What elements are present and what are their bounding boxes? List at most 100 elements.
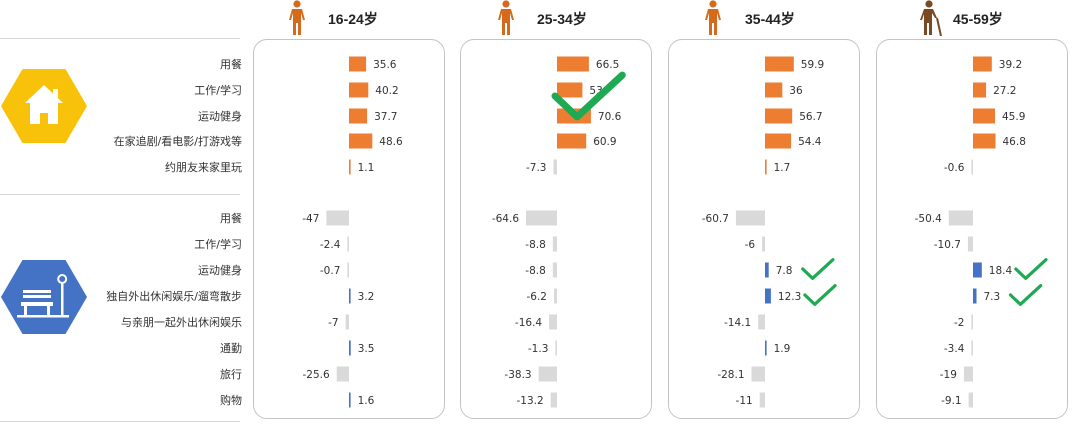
row-label-out-group-leisure: 与亲朋一起外出休闲娱乐 (121, 316, 242, 329)
bar-label-outside-g3-2: 18.4 (989, 265, 1013, 277)
bar-label-home-g2-4: 1.7 (774, 162, 791, 174)
bar-label-outside-g0-6: -25.6 (303, 369, 330, 381)
bar-label-outside-g0-3: 3.2 (358, 291, 375, 303)
row-label-out-dining: 用餐 (220, 212, 242, 225)
row-label-home-host-friends: 约朋友来家里玩 (165, 161, 242, 174)
bar-label-outside-g3-1: -10.7 (934, 239, 961, 251)
row-label-out-commute: 通勤 (220, 342, 242, 355)
bar-label-outside-g1-2: -8.8 (525, 265, 546, 277)
bar-outside-g1-0 (526, 210, 557, 226)
bar-label-home-g0-0: 35.6 (373, 59, 397, 71)
checkmark-icon (803, 284, 837, 306)
bar-label-outside-g1-7: -13.2 (517, 395, 544, 407)
bar-home-g2-3 (765, 133, 792, 149)
bar-outside-g3-5 (971, 340, 973, 356)
bar-outside-g1-3 (554, 288, 557, 304)
bar-home-g0-0 (349, 56, 367, 72)
bar-home-g2-0 (765, 56, 794, 72)
bar-label-outside-g1-5: -1.3 (528, 343, 549, 355)
bar-outside-g0-6 (336, 366, 349, 382)
bar-home-g0-3 (349, 133, 373, 149)
bar-label-outside-g1-1: -8.8 (525, 239, 546, 251)
bar-home-g3-4 (971, 159, 973, 175)
bar-label-outside-g2-4: -14.1 (724, 317, 751, 329)
bar-label-outside-g0-7: 1.6 (358, 395, 375, 407)
bar-label-outside-g2-3: 12.3 (778, 291, 801, 303)
bar-label-outside-g1-4: -16.4 (515, 317, 542, 329)
bar-outside-g0-2 (347, 262, 349, 278)
bar-outside-g0-1 (347, 236, 349, 252)
bar-label-home-g3-1: 27.2 (993, 85, 1016, 97)
bar-label-outside-g3-5: -3.4 (944, 343, 965, 355)
row-label-home-dining: 用餐 (220, 58, 242, 71)
section-separator (0, 194, 240, 195)
bar-outside-g1-5 (555, 340, 557, 356)
bar-home-g3-0 (973, 56, 992, 72)
bar-outside-g1-6 (538, 366, 557, 382)
bar-label-home-g3-2: 45.9 (1002, 111, 1025, 123)
bar-label-home-g3-0: 39.2 (999, 59, 1022, 71)
bar-label-home-g0-4: 1.1 (358, 162, 375, 174)
group-title-45-59: 45-59岁 (953, 11, 1003, 27)
bar-home-g2-2 (765, 108, 793, 124)
bar-label-outside-g2-0: -60.7 (702, 213, 729, 225)
bar-home-g3-2 (973, 108, 995, 124)
panel-25-34 (460, 39, 652, 419)
bar-home-g1-1 (557, 82, 583, 98)
bar-label-outside-g2-5: 1.9 (774, 343, 791, 355)
bar-label-outside-g1-3: -6.2 (527, 291, 548, 303)
checkmark-icon (1008, 284, 1043, 306)
panel-35-44 (668, 39, 860, 419)
row-label-home-fitness: 运动健身 (198, 110, 242, 123)
bar-outside-g3-3 (973, 288, 977, 304)
bar-label-outside-g1-6: -38.3 (504, 369, 531, 381)
bar-outside-g2-6 (751, 366, 765, 382)
bar-label-outside-g3-4: -2 (954, 317, 964, 329)
bar-outside-g1-4 (549, 314, 557, 330)
bar-outside-g1-7 (550, 392, 557, 408)
group-title-16-24: 16-24岁 (328, 11, 378, 27)
row-label-home-entertainment: 在家追剧/看电影/打游戏等 (113, 135, 242, 148)
bar-label-home-g2-1: 36 (789, 85, 803, 97)
group-title-25-34: 25-34岁 (537, 11, 587, 27)
bar-home-g2-1 (765, 82, 783, 98)
bar-outside-g3-2 (973, 262, 982, 278)
bar-outside-g0-4 (345, 314, 349, 330)
checkmark-icon (801, 258, 835, 280)
row-label-out-fitness: 运动健身 (198, 264, 242, 277)
row-label-out-work-study: 工作/学习 (194, 238, 242, 251)
bar-label-outside-g3-0: -50.4 (915, 213, 942, 225)
bar-label-home-g0-2: 37.7 (374, 111, 397, 123)
bar-label-outside-g0-4: -7 (328, 317, 338, 329)
bar-home-g3-1 (973, 82, 987, 98)
bar-outside-g2-3 (765, 288, 771, 304)
bar-label-outside-g2-1: -6 (745, 239, 756, 251)
bar-outside-g2-5 (765, 340, 767, 356)
bar-home-g2-4 (765, 159, 767, 175)
bar-label-home-g1-0: 66.5 (596, 59, 619, 71)
group-title-35-44: 35-44岁 (745, 11, 795, 27)
bar-home-g0-4 (349, 159, 351, 175)
bar-label-outside-g1-0: -64.6 (492, 213, 519, 225)
bar-outside-g0-3 (349, 288, 351, 304)
top-separator (0, 38, 240, 39)
bar-label-home-g0-3: 48.6 (379, 136, 403, 148)
bar-outside-g3-1 (967, 236, 973, 252)
bar-home-g1-0 (557, 56, 589, 72)
bar-outside-g1-2 (552, 262, 557, 278)
bar-label-outside-g2-2: 7.8 (776, 265, 793, 277)
bar-label-outside-g0-0: -47 (302, 213, 319, 225)
bar-outside-g2-2 (765, 262, 769, 278)
person-icon (703, 0, 723, 40)
person-icon (287, 0, 307, 40)
row-label-home-work-study: 工作/学习 (194, 84, 242, 97)
bar-outside-g3-4 (971, 314, 973, 330)
bar-label-home-g3-3: 46.8 (1003, 136, 1026, 148)
bar-outside-g1-1 (552, 236, 557, 252)
bar-label-outside-g3-7: -9.1 (941, 395, 962, 407)
bar-home-g1-4 (553, 159, 557, 175)
bar-home-g1-3 (557, 133, 587, 149)
bar-label-home-g2-0: 59.9 (801, 59, 824, 71)
bar-outside-g3-0 (948, 210, 973, 226)
